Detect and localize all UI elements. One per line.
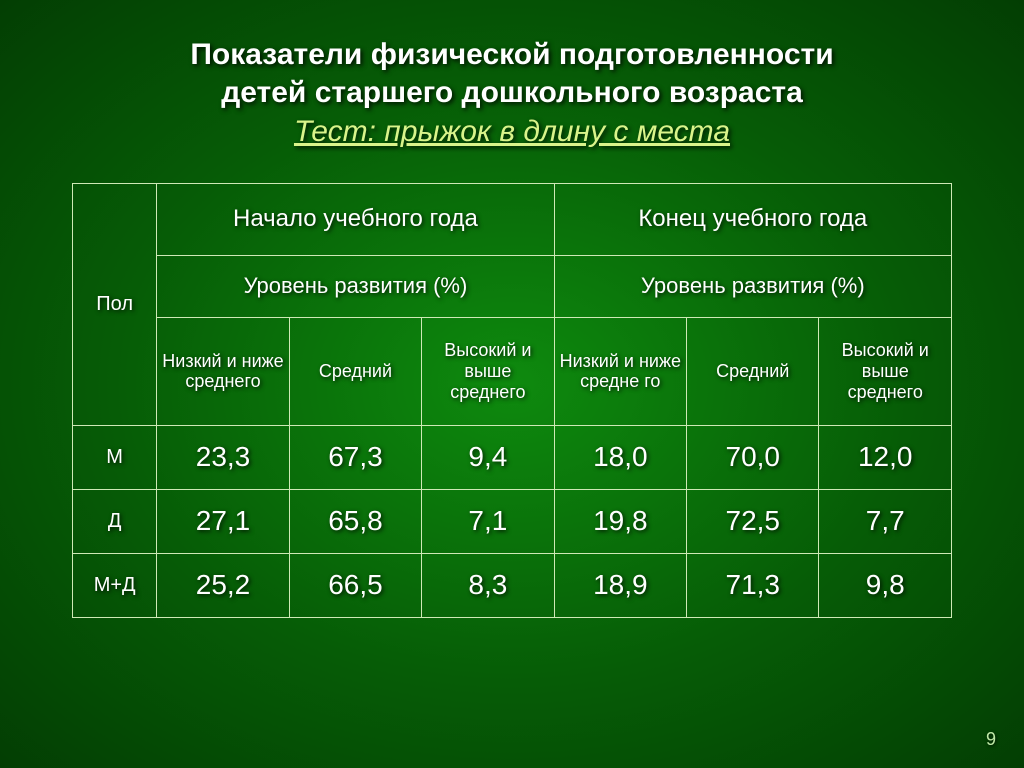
cell: 67,3 bbox=[289, 425, 421, 489]
cell: 7,7 bbox=[819, 489, 952, 553]
header-sub-mid-start: Средний bbox=[289, 317, 421, 425]
cell: 70,0 bbox=[687, 425, 819, 489]
cell: 18,9 bbox=[554, 553, 686, 617]
cell: 7,1 bbox=[422, 489, 554, 553]
cell: 66,5 bbox=[289, 553, 421, 617]
title-line-1: Показатели физической подготовленности bbox=[190, 36, 833, 74]
cell: 9,8 bbox=[819, 553, 952, 617]
row-label: Д bbox=[73, 489, 157, 553]
cell: 18,0 bbox=[554, 425, 686, 489]
table-row: М+Д 25,2 66,5 8,3 18,9 71,3 9,8 bbox=[73, 553, 952, 617]
row-label: М bbox=[73, 425, 157, 489]
cell: 71,3 bbox=[687, 553, 819, 617]
header-period-start: Начало учебного года bbox=[157, 183, 554, 255]
title-line-2: детей старшего дошкольного возраста bbox=[190, 74, 833, 112]
header-sub-mid-end: Средний bbox=[687, 317, 819, 425]
subtitle: Тест: прыжок в длину с места bbox=[190, 115, 833, 149]
cell: 8,3 bbox=[422, 553, 554, 617]
cell: 27,1 bbox=[157, 489, 289, 553]
header-level-start: Уровень развития (%) bbox=[157, 255, 554, 317]
title-block: Показатели физической подготовленности д… bbox=[190, 36, 833, 149]
cell: 23,3 bbox=[157, 425, 289, 489]
header-sub-high-end: Высокий и выше среднего bbox=[819, 317, 952, 425]
header-sub-high-start: Высокий и выше среднего bbox=[422, 317, 554, 425]
header-level-end: Уровень развития (%) bbox=[554, 255, 951, 317]
slide: Показатели физической подготовленности д… bbox=[0, 0, 1024, 768]
header-sub-low-end: Низкий и ниже средне го bbox=[554, 317, 686, 425]
cell: 65,8 bbox=[289, 489, 421, 553]
header-sub-low-start: Низкий и ниже среднего bbox=[157, 317, 289, 425]
table-row: М 23,3 67,3 9,4 18,0 70,0 12,0 bbox=[73, 425, 952, 489]
cell: 19,8 bbox=[554, 489, 686, 553]
table-row: Д 27,1 65,8 7,1 19,8 72,5 7,7 bbox=[73, 489, 952, 553]
cell: 72,5 bbox=[687, 489, 819, 553]
results-table: Пол Начало учебного года Конец учебного … bbox=[72, 183, 952, 618]
header-gender: Пол bbox=[73, 183, 157, 425]
row-label: М+Д bbox=[73, 553, 157, 617]
header-period-end: Конец учебного года bbox=[554, 183, 951, 255]
cell: 25,2 bbox=[157, 553, 289, 617]
cell: 12,0 bbox=[819, 425, 952, 489]
page-number: 9 bbox=[986, 729, 996, 750]
cell: 9,4 bbox=[422, 425, 554, 489]
